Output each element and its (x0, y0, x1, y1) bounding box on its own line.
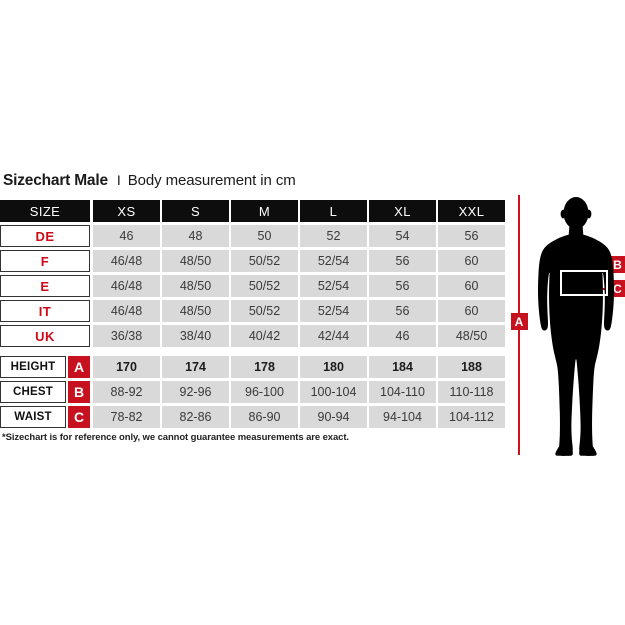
cell-it-xxl: 60 (438, 300, 505, 322)
waist-measure-band (561, 294, 607, 297)
cell-chest-xxl: 110-118 (438, 381, 505, 403)
cell-height-s: 174 (162, 356, 229, 378)
cell-uk-l: 42/44 (300, 325, 367, 347)
title-separator: I (116, 172, 121, 188)
cell-waist-xxl: 104-112 (438, 406, 505, 428)
header-cell-size: SIZE (0, 200, 90, 222)
badge-a: A (68, 356, 90, 378)
cell-it-xs: 46/48 (93, 300, 160, 322)
table-row: HEIGHT A 170 174 178 180 184 188 (0, 356, 510, 378)
table-row: DE 46 48 50 52 54 56 (0, 225, 510, 247)
country-code-e: E (0, 275, 90, 297)
cell-chest-l: 100-104 (300, 381, 367, 403)
cell-e-s: 48/50 (162, 275, 229, 297)
country-code-de: DE (0, 225, 90, 247)
cell-chest-xl: 104-110 (369, 381, 436, 403)
cell-chest-s: 92-96 (162, 381, 229, 403)
measure-band-left-edge (560, 270, 563, 296)
row-label-it: IT (0, 300, 90, 322)
cell-uk-xs: 36/38 (93, 325, 160, 347)
cell-f-xl: 56 (369, 250, 436, 272)
badge-c: C (68, 406, 90, 428)
cell-f-s: 48/50 (162, 250, 229, 272)
row-label-waist: WAIST C (0, 406, 90, 428)
cell-de-s: 48 (162, 225, 229, 247)
marker-a: A (510, 313, 528, 330)
cell-de-xl: 54 (369, 225, 436, 247)
measurement-name-height: HEIGHT (0, 356, 66, 378)
cell-height-m: 178 (231, 356, 298, 378)
badge-b: B (68, 381, 90, 403)
table-row: IT 46/48 48/50 50/52 52/54 56 60 (0, 300, 510, 322)
cell-e-l: 52/54 (300, 275, 367, 297)
cell-de-m: 50 (231, 225, 298, 247)
cell-de-l: 52 (300, 225, 367, 247)
cell-uk-s: 38/40 (162, 325, 229, 347)
cell-f-m: 50/52 (231, 250, 298, 272)
country-code-uk: UK (0, 325, 90, 347)
cell-uk-xl: 46 (369, 325, 436, 347)
cell-de-xs: 46 (93, 225, 160, 247)
header-cell-l: L (300, 200, 367, 222)
measure-band-right-edge (606, 270, 609, 296)
header-cell-xxl: XXL (438, 200, 505, 222)
row-label-de: DE (0, 225, 90, 247)
cell-e-xl: 56 (369, 275, 436, 297)
table-row: CHEST B 88-92 92-96 96-100 100-104 104-1… (0, 381, 510, 403)
row-label-f: F (0, 250, 90, 272)
table-row: E 46/48 48/50 50/52 52/54 56 60 (0, 275, 510, 297)
cell-uk-xxl: 48/50 (438, 325, 505, 347)
row-label-height: HEIGHT A (0, 356, 90, 378)
page-title-main: Sizechart Male (3, 172, 108, 189)
row-label-uk: UK (0, 325, 90, 347)
row-label-e: E (0, 275, 90, 297)
cell-waist-xl: 94-104 (369, 406, 436, 428)
cell-e-xxl: 60 (438, 275, 505, 297)
table-row: UK 36/38 38/40 40/42 42/44 46 48/50 (0, 325, 510, 347)
cell-it-l: 52/54 (300, 300, 367, 322)
header-cell-xs: XS (93, 200, 160, 222)
cell-it-m: 50/52 (231, 300, 298, 322)
cell-f-xs: 46/48 (93, 250, 160, 272)
header-cell-m: M (231, 200, 298, 222)
measurement-name-chest: CHEST (0, 381, 66, 403)
country-code-f: F (0, 250, 90, 272)
body-figure-panel: A B C (505, 190, 625, 460)
cell-waist-s: 82-86 (162, 406, 229, 428)
page-title: Sizechart Male I Body measurement in cm (3, 172, 296, 192)
table-row: WAIST C 78-82 82-86 86-90 90-94 94-104 1… (0, 406, 510, 428)
cell-f-xxl: 60 (438, 250, 505, 272)
cell-chest-m: 96-100 (231, 381, 298, 403)
country-code-it: IT (0, 300, 90, 322)
cell-waist-xs: 78-82 (93, 406, 160, 428)
cell-height-xs: 170 (93, 356, 160, 378)
cell-e-xs: 46/48 (93, 275, 160, 297)
cell-waist-m: 86-90 (231, 406, 298, 428)
cell-height-l: 180 (300, 356, 367, 378)
cell-f-l: 52/54 (300, 250, 367, 272)
cell-height-xxl: 188 (438, 356, 505, 378)
cell-it-s: 48/50 (162, 300, 229, 322)
cell-e-m: 50/52 (231, 275, 298, 297)
cell-waist-l: 90-94 (300, 406, 367, 428)
cell-chest-xs: 88-92 (93, 381, 160, 403)
cell-height-xl: 184 (369, 356, 436, 378)
row-label-chest: CHEST B (0, 381, 90, 403)
chest-measure-band (560, 270, 608, 273)
page-title-subtitle: Body measurement in cm (127, 172, 296, 189)
header-cell-xl: XL (369, 200, 436, 222)
measurement-name-waist: WAIST (0, 406, 66, 428)
table-row: F 46/48 48/50 50/52 52/54 56 60 (0, 250, 510, 272)
male-silhouette-icon (531, 196, 621, 458)
table-header-row: SIZE XS S M L XL XXL (0, 200, 510, 222)
footnote-disclaimer: *Sizechart is for reference only, we can… (2, 432, 349, 443)
cell-it-xl: 56 (369, 300, 436, 322)
header-cell-s: S (162, 200, 229, 222)
sizechart-table: SIZE XS S M L XL XXL DE 46 48 50 52 54 5… (0, 200, 510, 431)
cell-de-xxl: 56 (438, 225, 505, 247)
cell-uk-m: 40/42 (231, 325, 298, 347)
